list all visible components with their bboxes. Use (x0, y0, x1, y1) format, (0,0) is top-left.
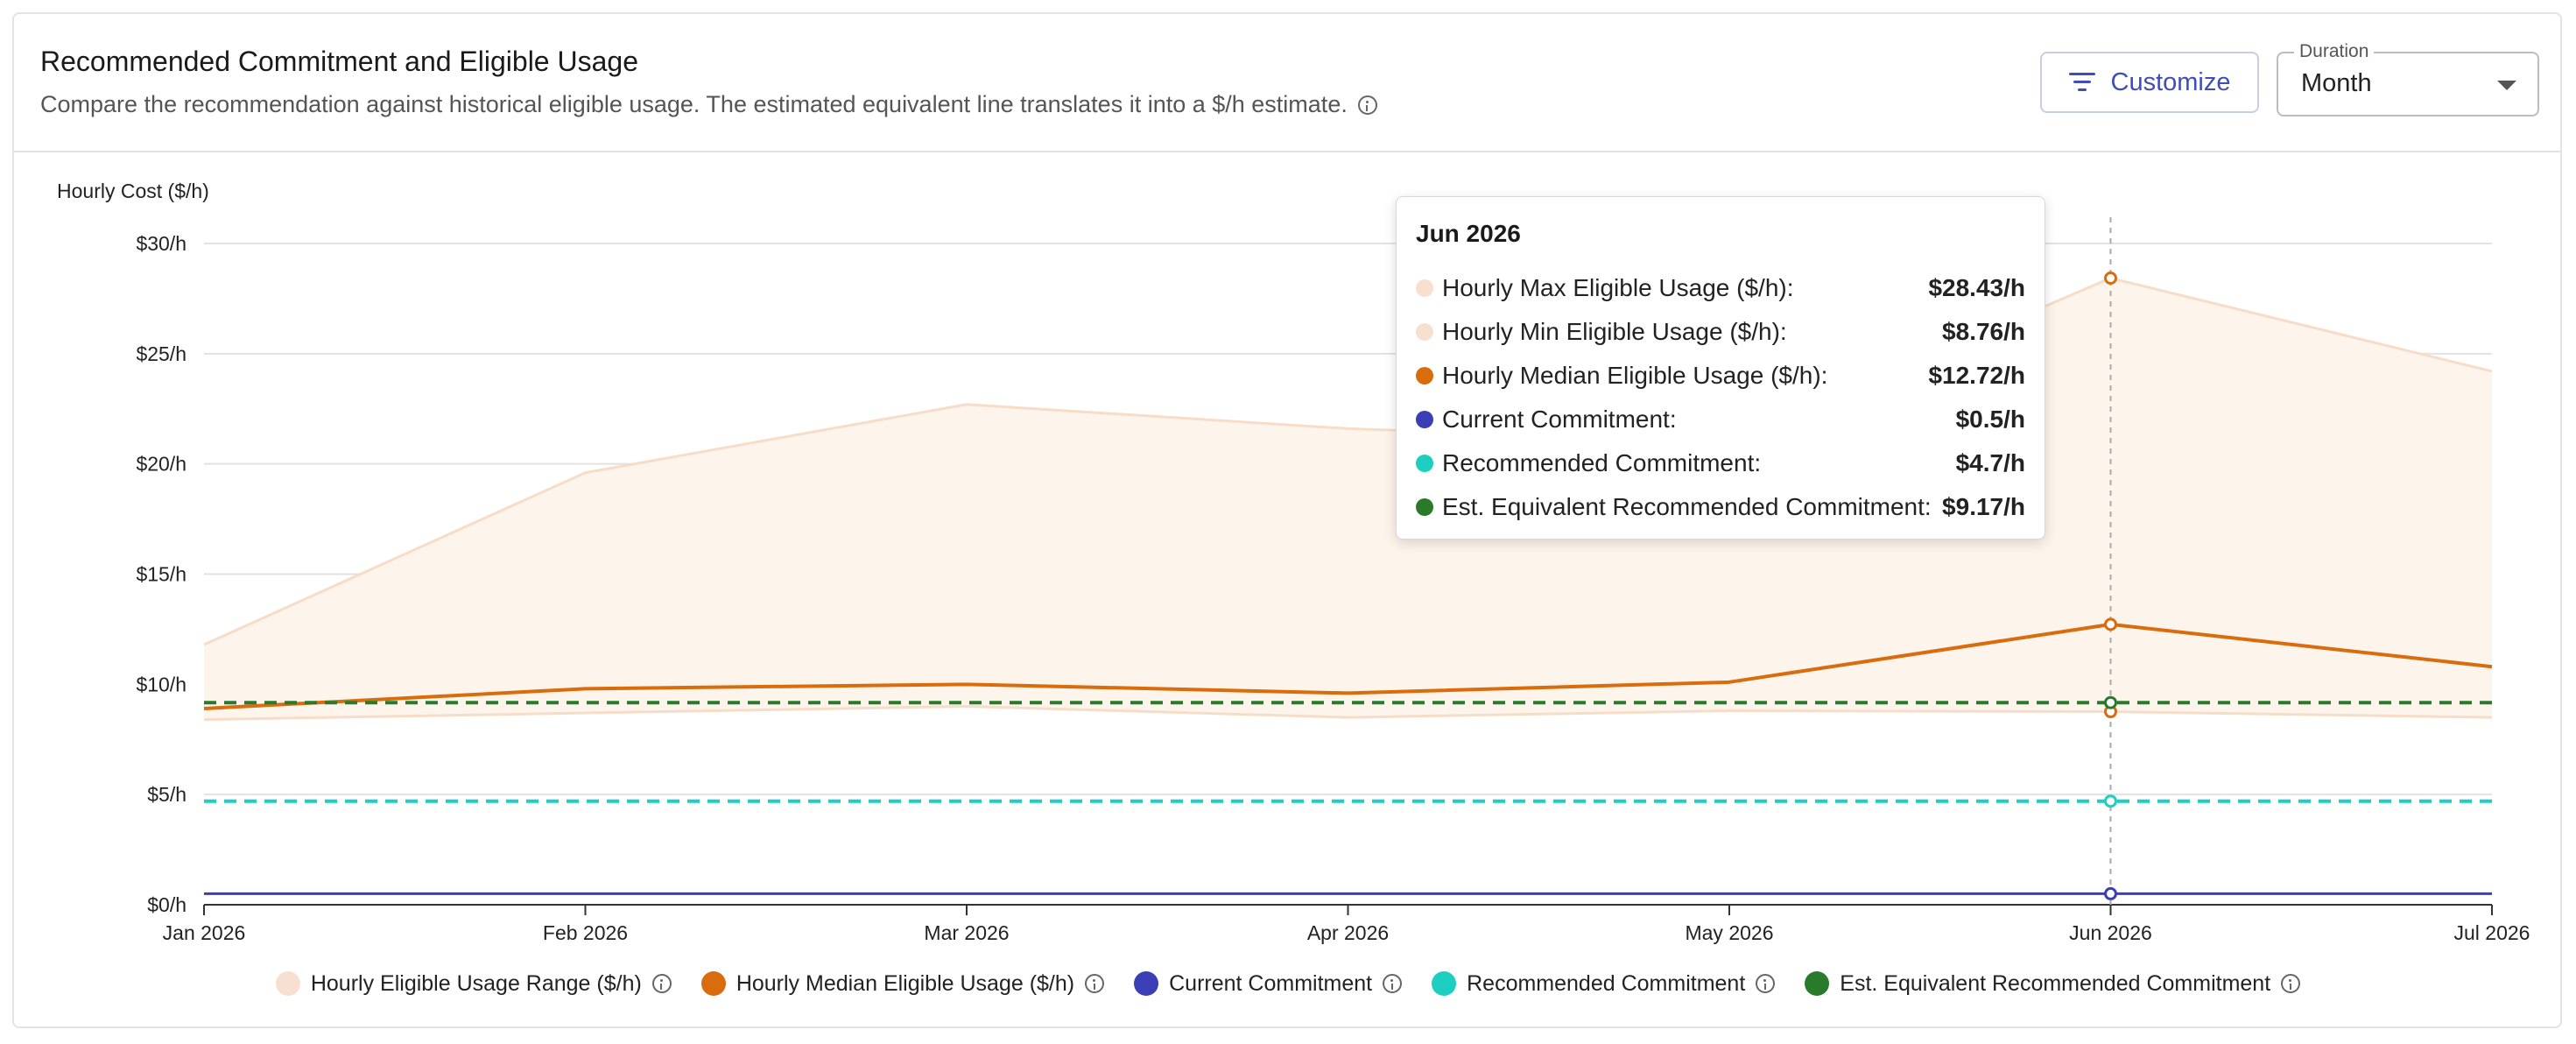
tooltip-row-label: Hourly Median Eligible Usage ($/h): (1442, 362, 1828, 389)
tooltip-row: Current Commitment: $0.5/h (1416, 402, 2025, 437)
legend-label: Recommended Commitment (1467, 970, 1746, 996)
x-tick-label: Jul 2026 (2454, 921, 2530, 944)
tooltip-row: Hourly Median Eligible Usage ($/h): $12.7… (1416, 358, 2025, 393)
duration-value: Month (2301, 69, 2372, 97)
card-header: Recommended Commitment and Eligible Usag… (14, 14, 2560, 152)
chevron-down-icon (2497, 81, 2516, 90)
tooltip-row-label: Est. Equivalent Recommended Commitment: (1442, 493, 1932, 520)
customize-button[interactable]: Customize (2040, 52, 2259, 113)
info-icon[interactable] (1085, 974, 1105, 993)
chart-subtitle: Compare the recommendation against histo… (40, 91, 1377, 118)
legend-item[interactable]: Est. Equivalent Recommended Commitment (1805, 970, 2301, 997)
info-icon[interactable] (651, 974, 672, 993)
duration-label: Duration (2294, 41, 2375, 62)
usage-range-area (204, 278, 2492, 720)
legend-swatch (1134, 971, 1159, 996)
tooltip-row-swatch (1416, 367, 1433, 384)
legend-label: Hourly Median Eligible Usage ($/h) (735, 970, 1075, 996)
chart-legend: Hourly Eligible Usage Range ($/h) Hourly … (0, 968, 2576, 999)
legend-item[interactable]: Hourly Eligible Usage Range ($/h) (275, 970, 672, 997)
legend-swatch (1805, 971, 1830, 996)
tooltip-row-value: $8.76/h (1942, 318, 2025, 345)
tooltip-row: Recommended Commitment: $4.7/h (1416, 446, 2025, 481)
y-tick-label: $20/h (136, 453, 187, 476)
legend-item[interactable]: Current Commitment (1134, 970, 1403, 997)
tooltip-row-value: $9.17/h (1942, 493, 2025, 520)
x-tick-label: Jan 2026 (163, 921, 246, 944)
legend-swatch (1432, 971, 1457, 996)
y-tick-label: $30/h (136, 232, 187, 255)
tooltip-row-swatch (1416, 498, 1433, 516)
max-usage-point (2104, 272, 2117, 286)
legend-swatch (275, 971, 300, 996)
legend-swatch (700, 971, 726, 996)
legend-label: Est. Equivalent Recommended Commitment (1840, 970, 2271, 996)
tooltip-row-swatch (1416, 455, 1433, 472)
median-usage-point (2104, 617, 2117, 631)
y-tick-label: $25/h (136, 342, 187, 365)
customize-button-label: Customize (2110, 67, 2231, 96)
recommended-commitment-point (2104, 794, 2117, 808)
chart-title: Recommended Commitment and Eligible Usag… (40, 46, 638, 77)
y-axis-label: Hourly Cost ($/h) (57, 180, 209, 202)
info-icon[interactable] (1357, 95, 1377, 115)
duration-select[interactable]: Duration Month (2277, 41, 2539, 116)
tooltip-row-swatch (1416, 323, 1433, 341)
x-tick-label: Jun 2026 (2069, 921, 2152, 944)
chart-tooltip: Jun 2026 Hourly Max Eligible Usage ($/h)… (1396, 196, 2045, 540)
tooltip-row: Hourly Min Eligible Usage ($/h): $8.76/h (1416, 314, 2025, 349)
tooltip-row-label: Recommended Commitment: (1442, 449, 1762, 476)
equivalent-commitment-point (2104, 695, 2117, 709)
tooltip-row-label: Hourly Min Eligible Usage ($/h): (1442, 318, 1787, 345)
y-tick-label: $5/h (147, 783, 187, 806)
y-tick-label: $10/h (136, 673, 187, 695)
tooltip-row-value: $0.5/h (1955, 406, 2025, 433)
legend-item[interactable]: Hourly Median Eligible Usage ($/h) (700, 970, 1105, 997)
tooltip-row-label: Current Commitment: (1442, 406, 1677, 433)
legend-label: Hourly Eligible Usage Range ($/h) (310, 970, 642, 996)
x-tick-label: Mar 2026 (924, 921, 1009, 944)
tooltip-row-swatch (1416, 411, 1433, 428)
tooltip-row-label: Hourly Max Eligible Usage ($/h): (1442, 274, 1794, 301)
tooltip-row-value: $4.7/h (1955, 449, 2025, 476)
x-tick-label: Apr 2026 (1307, 921, 1389, 944)
tooltip-title: Jun 2026 (1416, 220, 1521, 247)
x-tick-label: Feb 2026 (543, 921, 628, 944)
filter-icon (2068, 73, 2095, 92)
tooltip-row-swatch (1416, 279, 1433, 297)
tooltip-row-value: $28.43/h (1928, 274, 2025, 301)
legend-item[interactable]: Recommended Commitment (1432, 970, 1776, 997)
info-icon[interactable] (1756, 974, 1776, 993)
chart-subtitle-text: Compare the recommendation against histo… (40, 91, 1348, 117)
info-icon[interactable] (2281, 974, 2301, 993)
current-commitment-point (2104, 886, 2117, 900)
tooltip-row: Hourly Max Eligible Usage ($/h): $28.43/h (1416, 271, 2025, 306)
tooltip-row: Est. Equivalent Recommended Commitment: $… (1416, 490, 2025, 525)
x-tick-label: May 2026 (1685, 921, 1773, 944)
y-tick-label: $0/h (147, 893, 187, 916)
y-tick-label: $15/h (136, 563, 187, 586)
legend-label: Current Commitment (1169, 970, 1373, 996)
info-icon[interactable] (1383, 974, 1403, 993)
tooltip-row-value: $12.72/h (1928, 362, 2025, 389)
